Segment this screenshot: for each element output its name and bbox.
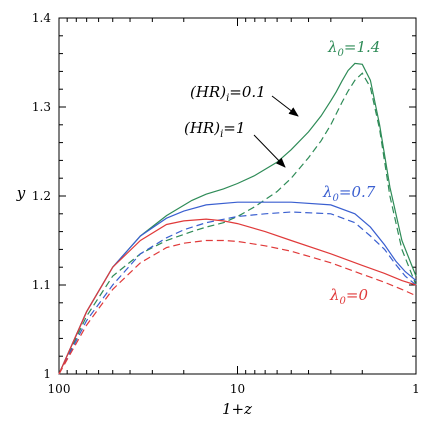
- label-lambda-1.4: λ0=1.4: [327, 38, 380, 59]
- series-line-solid: [58, 218, 417, 375]
- y-tick-label: 1: [43, 367, 51, 381]
- x-tick-label: 10: [230, 382, 245, 396]
- series-line-solid: [58, 201, 417, 375]
- y-tick-label: 1.2: [32, 189, 51, 203]
- y-tick-label: 1.3: [32, 100, 51, 114]
- x-tick-label: 100: [48, 382, 71, 396]
- series-layer: [58, 62, 417, 375]
- y-axis-title: y: [16, 184, 26, 202]
- series-line-dashed: [58, 239, 417, 375]
- label-hr-0.1: (HR)i=0.1: [190, 83, 266, 104]
- series-line-solid: [58, 62, 417, 375]
- label-hr-1: (HR)i=1: [184, 119, 245, 140]
- label-lambda-0.7: λ0=0.7: [322, 183, 376, 204]
- y-tick-label: 1.4: [32, 11, 51, 25]
- label-lambda-0: λ0=0: [329, 286, 368, 307]
- arrow-hr-0.1: [271, 95, 299, 117]
- axis-ticks: 1 1.1 1.2 1.3 1.4 100 10 1: [32, 11, 420, 396]
- x-tick-label: 1: [412, 382, 420, 396]
- series-line-dashed: [58, 72, 417, 375]
- annotation-arrows: [253, 95, 299, 168]
- x-axis-title: 1+z: [222, 400, 252, 418]
- arrow-hr-1: [253, 134, 286, 168]
- annotations: λ0=1.4 λ0=0.7 λ0=0 (HR)i=0.1 (HR)i=1: [184, 38, 380, 307]
- y-tick-label: 1.1: [32, 278, 51, 292]
- series-line-dashed: [58, 211, 417, 375]
